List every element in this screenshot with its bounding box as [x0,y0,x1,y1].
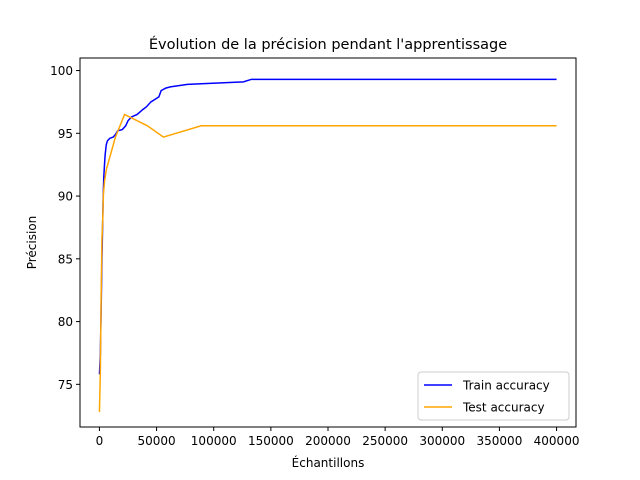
y-tick-label: 90 [58,190,73,204]
x-tick-label: 400000 [534,434,580,448]
y-tick-label: 100 [50,64,73,78]
x-tick-label: 100000 [191,434,237,448]
x-axis: 0 50000 100000 150000 200000 250000 300000 3500… [96,427,580,448]
x-tick-label: 150000 [248,434,294,448]
plot-lines [98,78,557,412]
y-axis-label: Précision [25,216,39,270]
chart-title: Évolution de la précision pendant l'appr… [149,36,507,53]
y-tick-label: 80 [58,315,73,329]
legend-label-train: Train accuracy [462,379,550,393]
legend: Train accuracy Test accuracy [417,371,570,421]
legend-box [417,371,570,421]
x-tick-label: 250000 [362,434,408,448]
x-tick-label: 300000 [419,434,465,448]
legend-label-test: Test accuracy [462,401,545,415]
y-tick-label: 95 [58,127,73,141]
series-line-test [98,113,557,412]
x-tick-label: 50000 [137,434,175,448]
y-axis: 75 80 85 90 95 100 [50,64,80,392]
x-tick-label: 350000 [477,434,523,448]
x-tick-label: 200000 [305,434,351,448]
x-tick-label: 0 [96,434,104,448]
y-tick-label: 75 [58,378,73,392]
y-tick-label: 85 [58,252,73,266]
x-axis-label: Échantillons [292,455,365,470]
